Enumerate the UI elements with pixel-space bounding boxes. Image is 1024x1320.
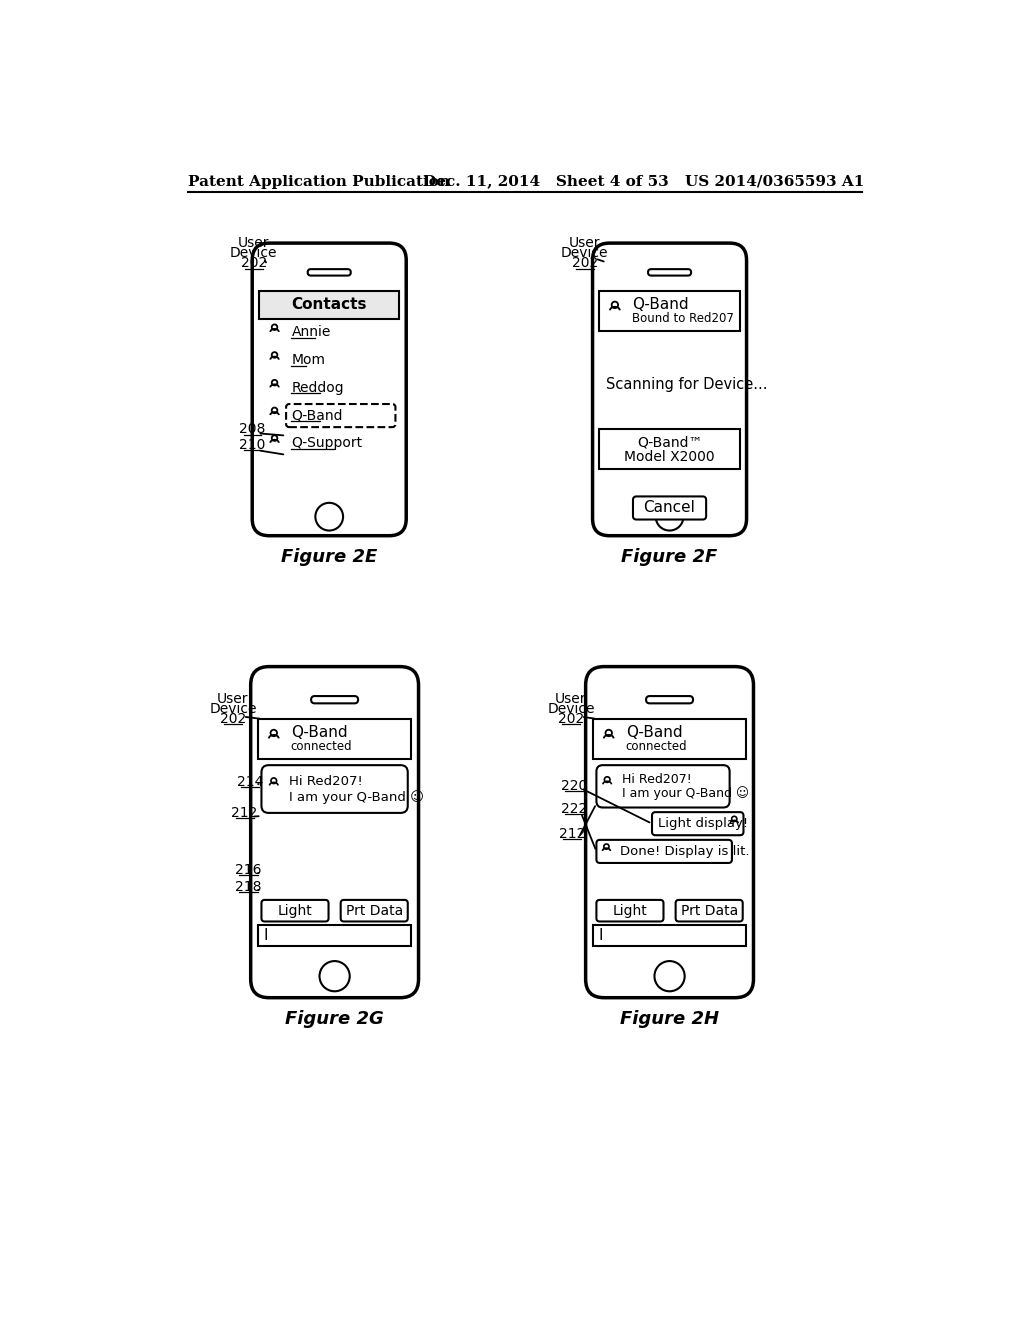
Bar [258, 924, 411, 946]
Text: User: User [217, 692, 249, 706]
FancyBboxPatch shape [251, 667, 419, 998]
Text: 210: 210 [239, 438, 265, 451]
Text: Reddog: Reddog [292, 381, 344, 395]
FancyBboxPatch shape [596, 900, 664, 921]
Text: User: User [555, 692, 587, 706]
FancyBboxPatch shape [652, 812, 743, 836]
Text: User: User [569, 236, 601, 249]
FancyBboxPatch shape [307, 269, 351, 276]
Text: 208: 208 [239, 422, 265, 437]
Circle shape [655, 503, 683, 531]
Text: Dec. 11, 2014   Sheet 4 of 53: Dec. 11, 2014 Sheet 4 of 53 [423, 174, 669, 189]
Text: 220: 220 [561, 779, 587, 793]
Text: US 2014/0365593 A1: US 2014/0365593 A1 [685, 174, 864, 189]
FancyBboxPatch shape [633, 496, 707, 520]
FancyBboxPatch shape [261, 900, 329, 921]
Text: 222: 222 [561, 803, 587, 816]
Text: connected: connected [291, 739, 352, 752]
Text: 202: 202 [571, 256, 598, 271]
Circle shape [270, 730, 278, 737]
Circle shape [611, 302, 618, 308]
Text: 212: 212 [231, 807, 258, 820]
Bar [599, 429, 739, 470]
Text: Q-Support: Q-Support [292, 437, 362, 450]
Text: Done! Display is lit.: Done! Display is lit. [620, 845, 749, 858]
Bar [259, 290, 399, 318]
Text: Light display!: Light display! [658, 817, 749, 830]
FancyBboxPatch shape [676, 900, 742, 921]
Text: Prt Data: Prt Data [681, 904, 738, 917]
Text: Figure 2E: Figure 2E [282, 548, 378, 566]
FancyBboxPatch shape [593, 243, 746, 536]
Text: I: I [264, 928, 268, 942]
Text: Bound to Red207: Bound to Red207 [632, 312, 734, 325]
Text: Figure 2F: Figure 2F [622, 548, 718, 566]
FancyBboxPatch shape [261, 766, 408, 813]
Text: Patent Application Publication: Patent Application Publication [188, 174, 451, 189]
Text: Q-Band: Q-Band [626, 726, 682, 741]
Text: 216: 216 [236, 863, 261, 876]
Circle shape [271, 380, 278, 385]
Text: 202: 202 [558, 711, 584, 726]
Circle shape [604, 776, 610, 783]
Text: Device: Device [547, 702, 595, 715]
FancyBboxPatch shape [341, 900, 408, 921]
Text: Annie: Annie [292, 326, 331, 339]
Bar [593, 719, 745, 759]
Text: Light: Light [278, 904, 312, 917]
Text: Q-Band: Q-Band [291, 726, 347, 741]
Text: Figure 2G: Figure 2G [286, 1010, 384, 1028]
Circle shape [604, 843, 609, 849]
FancyBboxPatch shape [596, 840, 732, 863]
Circle shape [271, 436, 278, 441]
Text: Figure 2H: Figure 2H [620, 1010, 719, 1028]
Text: Device: Device [561, 246, 608, 260]
FancyBboxPatch shape [252, 243, 407, 536]
FancyBboxPatch shape [646, 696, 693, 704]
Text: Prt Data: Prt Data [345, 904, 402, 917]
Text: Q-Band: Q-Band [292, 409, 343, 422]
Text: Q-Band™: Q-Band™ [637, 436, 702, 450]
Text: Mom: Mom [292, 354, 326, 367]
Circle shape [271, 408, 278, 413]
Text: User: User [238, 236, 269, 249]
Text: Q-Band: Q-Band [632, 297, 688, 313]
Circle shape [271, 777, 276, 784]
FancyBboxPatch shape [586, 667, 754, 998]
FancyBboxPatch shape [311, 696, 358, 704]
Text: Contacts: Contacts [292, 297, 367, 313]
Text: Device: Device [230, 246, 278, 260]
Circle shape [271, 352, 278, 358]
Text: Device: Device [209, 702, 257, 715]
Bar [258, 719, 411, 759]
FancyBboxPatch shape [648, 269, 691, 276]
Text: 202: 202 [241, 256, 267, 271]
Circle shape [319, 961, 350, 991]
Text: Scanning for Device...: Scanning for Device... [605, 378, 767, 392]
Text: 202: 202 [220, 711, 246, 726]
Text: 214: 214 [237, 775, 263, 789]
Circle shape [605, 730, 612, 737]
Bar [599, 290, 739, 331]
Circle shape [271, 325, 278, 330]
FancyBboxPatch shape [596, 766, 730, 808]
Circle shape [732, 816, 737, 821]
Text: Light: Light [612, 904, 647, 917]
Circle shape [315, 503, 343, 531]
Text: Cancel: Cancel [644, 500, 695, 516]
Text: I am your Q-Band ☺: I am your Q-Band ☺ [622, 787, 749, 800]
Circle shape [654, 961, 685, 991]
Text: Hi Red207!: Hi Red207! [622, 772, 691, 785]
Text: I am your Q-Band ☺: I am your Q-Band ☺ [289, 791, 424, 804]
Text: Model X2000: Model X2000 [625, 450, 715, 465]
Text: 218: 218 [236, 880, 261, 894]
Bar [593, 924, 745, 946]
Text: I: I [599, 928, 603, 942]
Text: 212: 212 [558, 826, 585, 841]
Text: connected: connected [626, 739, 687, 752]
Text: Hi Red207!: Hi Red207! [289, 775, 362, 788]
